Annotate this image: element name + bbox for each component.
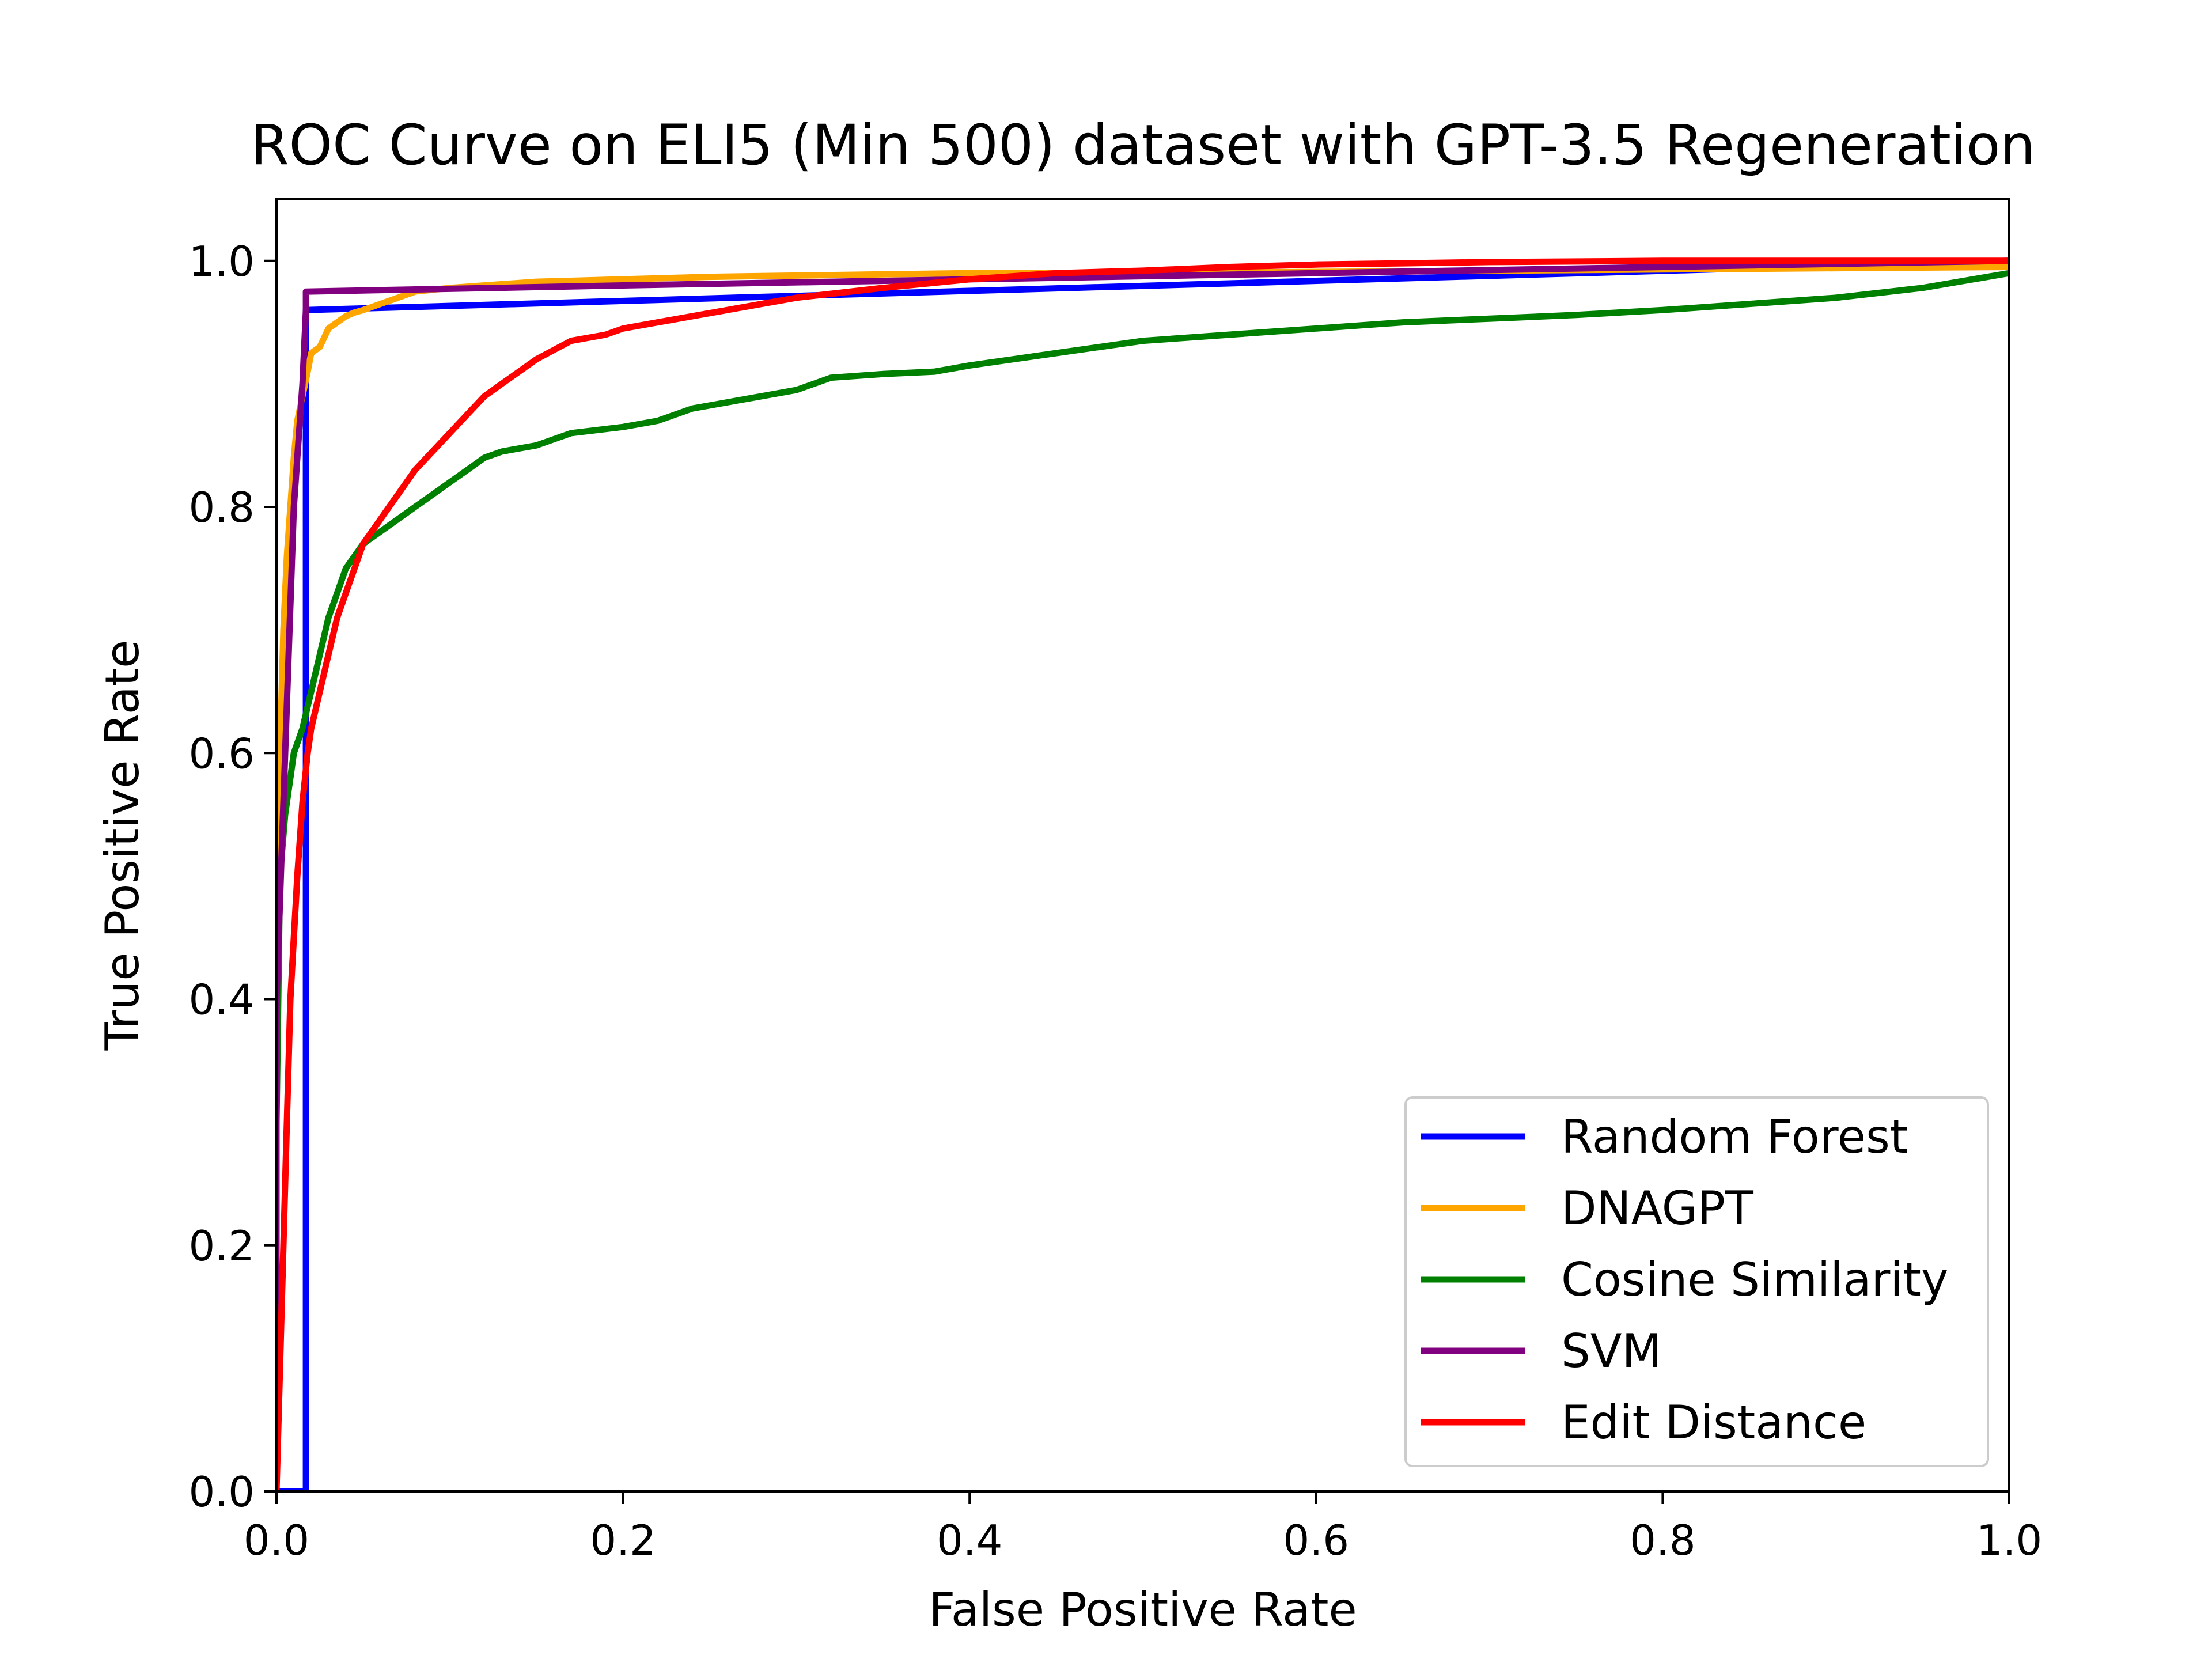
series-line-edit-distance: [276, 257, 2009, 1491]
y-tick-label: 0.8: [188, 483, 255, 532]
y-tick-label: 1.0: [188, 237, 255, 286]
y-axis-label: True Positive Rate: [96, 640, 149, 1051]
legend-entries: Random Forest DNAGPT Cosine Similarity SVM E…: [1421, 1110, 1948, 1449]
series-line-random-forest: [276, 257, 2009, 1491]
legend: Random Forest DNAGPT Cosine Similarity SVM E…: [1404, 1096, 1989, 1467]
series-line-svm: [276, 257, 2009, 1491]
legend-box: [1404, 1096, 1989, 1467]
x-tick-label: 0.2: [590, 1516, 656, 1565]
x-tick-label: 0.0: [244, 1516, 310, 1565]
x-axis-label: False Positive Rate: [929, 1583, 1357, 1637]
y-tick-label: 0.2: [188, 1222, 255, 1270]
x-tick-label: 0.6: [1283, 1516, 1350, 1565]
chart-title: ROC Curve on ELI5 (Min 500) dataset with…: [251, 113, 2035, 177]
series-layer: [276, 257, 2009, 1491]
x-tick-label: 0.4: [937, 1516, 1003, 1565]
y-tick-label: 0.6: [188, 729, 255, 778]
legend-label: Edit Distance: [1561, 1396, 1866, 1449]
series-line-cosine-similarity: [276, 270, 2009, 1491]
axes-frame: [275, 198, 2010, 1493]
y-axis-ticks: 0.0 0.2 0.4 0.6 0.8 1.0: [188, 237, 276, 1516]
x-axis-ticks: 0.0 0.2 0.4 0.6 0.8 1.0: [244, 1491, 2043, 1565]
legend-label: SVM: [1561, 1324, 1662, 1378]
y-tick-label: 0.0: [188, 1468, 255, 1516]
x-tick-label: 0.8: [1630, 1516, 1696, 1565]
legend-label: Random Forest: [1561, 1110, 1908, 1164]
x-tick-label: 1.0: [1976, 1516, 2043, 1565]
y-tick-label: 0.4: [188, 976, 255, 1024]
legend-label: Cosine Similarity: [1561, 1253, 1948, 1306]
legend-label: DNAGPT: [1561, 1181, 1754, 1235]
